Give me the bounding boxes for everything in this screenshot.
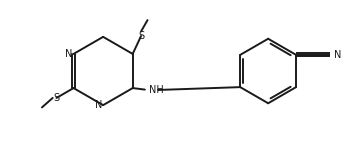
Text: NH: NH	[149, 85, 164, 95]
Text: N: N	[334, 50, 342, 60]
Text: S: S	[53, 93, 59, 103]
Text: N: N	[95, 100, 102, 110]
Text: N: N	[65, 49, 73, 59]
Text: S: S	[138, 31, 144, 41]
